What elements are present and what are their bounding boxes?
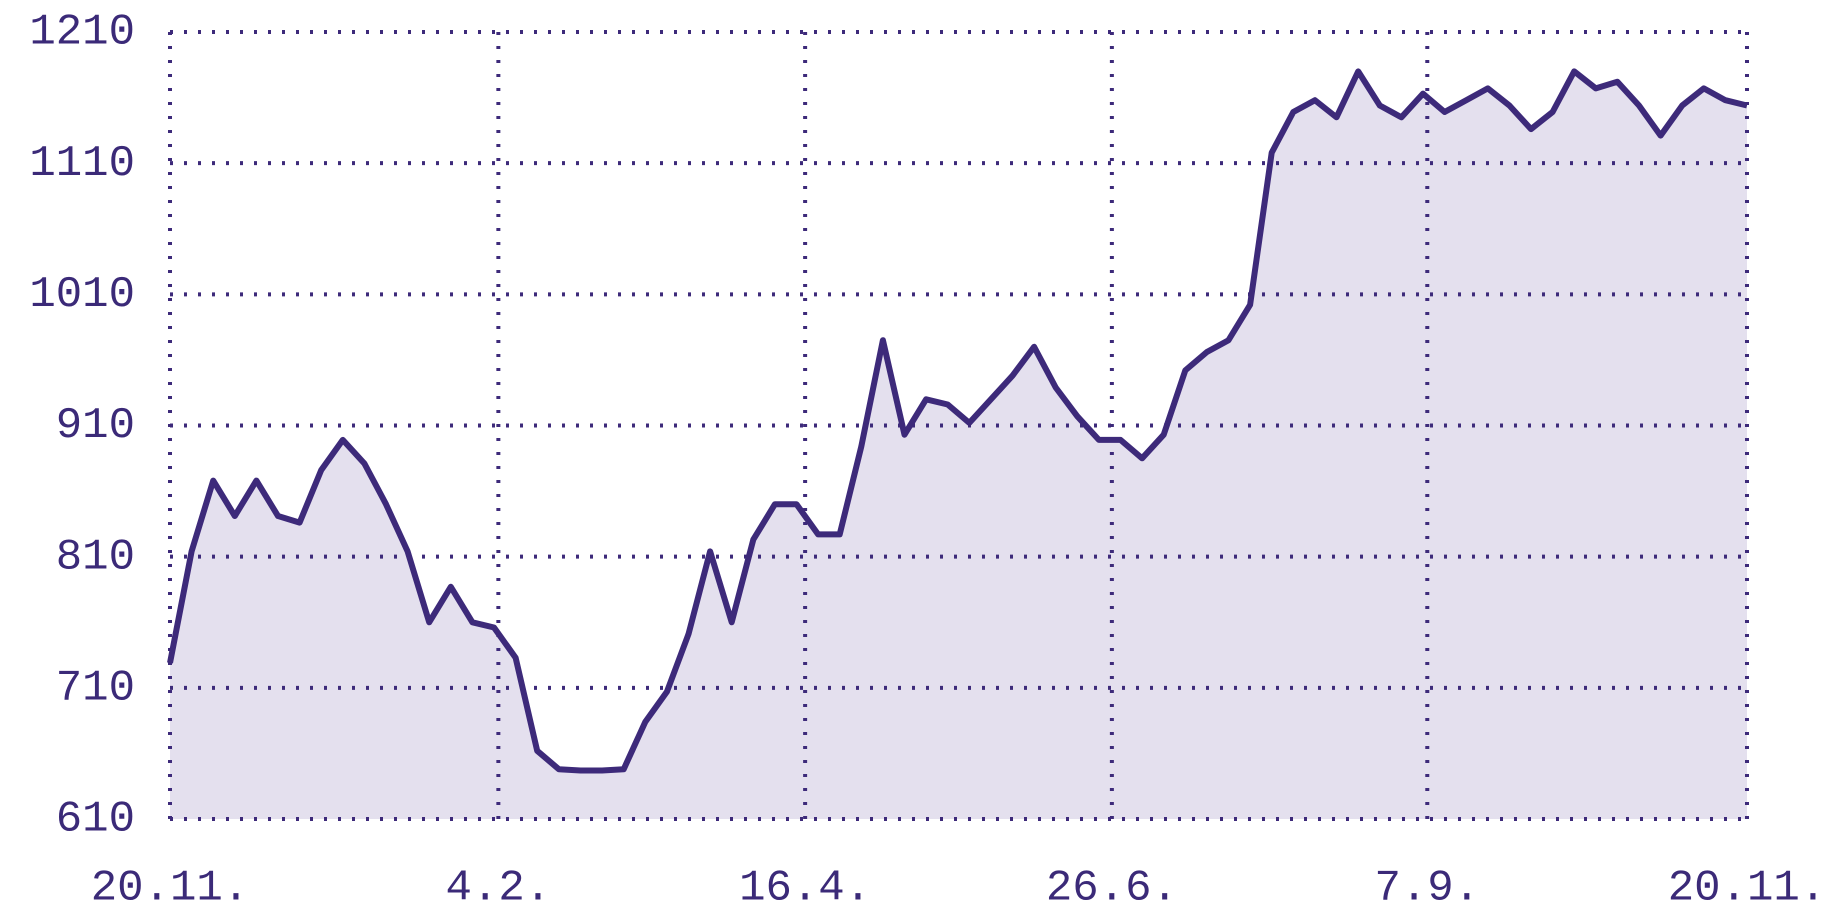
- x-tick-label: 16.4.: [739, 864, 871, 909]
- y-tick-label: 810: [56, 532, 135, 582]
- y-tick-label: 610: [56, 795, 135, 845]
- y-tick-label: 1010: [29, 270, 135, 320]
- y-tick-label: 1210: [29, 8, 135, 58]
- x-tick-label: 20.11.: [91, 864, 249, 909]
- area: [170, 71, 1747, 819]
- y-tick-label: 710: [56, 663, 135, 713]
- x-tick-label: 4.2.: [446, 864, 552, 909]
- y-tick-label: 1110: [29, 139, 135, 189]
- y-tick-label: 910: [56, 401, 135, 451]
- x-tick-label: 26.6.: [1046, 864, 1178, 909]
- x-tick-label: 7.9.: [1374, 864, 1480, 909]
- x-tick-label: 20.11.: [1668, 864, 1826, 909]
- line: [167, 68, 1748, 774]
